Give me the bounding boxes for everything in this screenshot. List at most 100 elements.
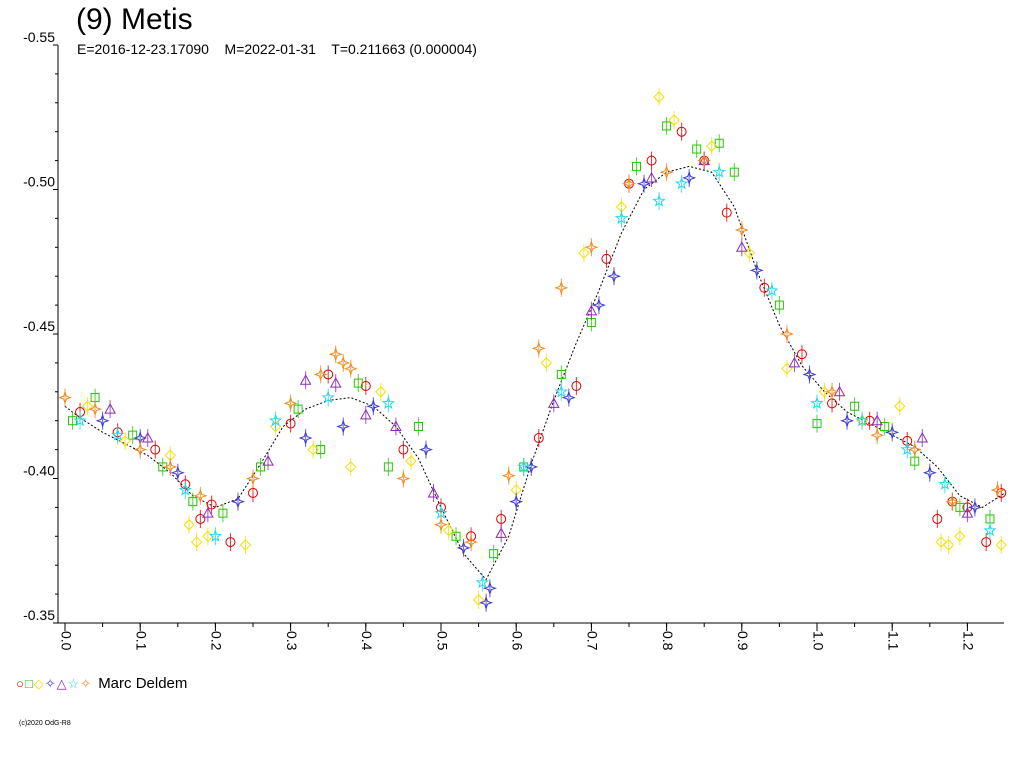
- data-point: [451, 531, 461, 541]
- data-point: [955, 502, 965, 512]
- data-point: [329, 377, 342, 388]
- data-point: [614, 211, 629, 224]
- data-point: [885, 425, 900, 440]
- data-point: [183, 519, 195, 531]
- data-point: [584, 240, 599, 255]
- data-point: [855, 413, 869, 427]
- data-point: [932, 513, 943, 524]
- data-point: [900, 442, 914, 456]
- data-point: [328, 347, 343, 362]
- data-point: [248, 487, 258, 498]
- legend-symbols: ○□◇✧△☆✧: [16, 675, 92, 692]
- data-point: [178, 483, 192, 496]
- data-point: [383, 462, 393, 472]
- data-point: [95, 413, 110, 428]
- data-point: [359, 408, 372, 420]
- data-point: [894, 400, 906, 412]
- data-point: [749, 263, 764, 278]
- y-tick-label: -0.45: [23, 318, 55, 334]
- data-point: [57, 390, 73, 405]
- data-point: [674, 176, 689, 190]
- data-point: [729, 167, 739, 177]
- data-point: [170, 465, 185, 480]
- data-point: [961, 507, 974, 518]
- data-point: [427, 486, 440, 498]
- data-point: [840, 413, 855, 428]
- chart-subtitle: E=2016-12-23.17090 M=2022-01-31 T=0.2116…: [77, 41, 477, 57]
- data-point: [880, 421, 890, 431]
- data-point: [464, 535, 479, 550]
- data-point: [413, 421, 423, 431]
- data-point: [313, 367, 328, 382]
- data-point: [336, 419, 351, 434]
- data-point: [533, 433, 544, 444]
- x-tick-label: 1.2: [961, 631, 977, 651]
- data-point: [990, 483, 1005, 498]
- data-point: [88, 402, 103, 417]
- data-point: [218, 508, 228, 518]
- data-point: [788, 356, 801, 368]
- data-point: [193, 488, 208, 503]
- data-point: [697, 153, 712, 168]
- data-point: [353, 378, 363, 388]
- data-point: [104, 403, 116, 414]
- data-point: [942, 539, 955, 551]
- data-point: [712, 165, 726, 178]
- x-tick-label: 0.8: [660, 631, 676, 651]
- data-point: [554, 384, 568, 398]
- data-point: [262, 455, 274, 466]
- data-point: [475, 575, 489, 589]
- data-point: [456, 540, 471, 555]
- data-point: [345, 461, 357, 473]
- data-point: [796, 349, 807, 360]
- data-point: [366, 399, 381, 414]
- data-point: [230, 494, 246, 509]
- data-point: [682, 170, 697, 185]
- legend-observer-label: Marc Deldem: [98, 674, 188, 692]
- data-point: [190, 536, 203, 548]
- x-tick-label: 0.0: [58, 631, 74, 651]
- data-point: [307, 443, 319, 456]
- x-tick-label: 0.3: [284, 631, 300, 651]
- data-point: [405, 455, 417, 467]
- data-point: [517, 459, 531, 473]
- y-tick-label: -0.55: [23, 29, 55, 45]
- data-point: [556, 369, 566, 379]
- data-point: [501, 468, 516, 483]
- data-point: [554, 280, 569, 295]
- data-point: [293, 404, 303, 414]
- data-point: [659, 165, 674, 180]
- data-point: [479, 595, 494, 610]
- x-tick-label: 1.0: [810, 631, 826, 651]
- data-point: [945, 494, 960, 509]
- data-point: [434, 506, 448, 519]
- x-tick-label: 0.7: [585, 631, 601, 651]
- data-point: [336, 355, 351, 370]
- data-point: [810, 396, 824, 409]
- data-point: [652, 194, 666, 207]
- data-point: [531, 341, 546, 356]
- x-tick-label: 0.6: [509, 631, 525, 651]
- data-point: [870, 428, 885, 443]
- data-point: [547, 397, 560, 408]
- data-point: [150, 444, 161, 455]
- data-point: [779, 326, 794, 342]
- data-point: [967, 500, 982, 515]
- data-point: [268, 413, 283, 427]
- data-point: [632, 161, 642, 171]
- x-tick-label: 0.1: [133, 631, 149, 651]
- y-tick-label: -0.35: [23, 607, 55, 623]
- data-point: [578, 247, 590, 259]
- x-tick-label: 1.1: [885, 631, 901, 651]
- data-point: [774, 300, 784, 310]
- data-point: [188, 497, 198, 507]
- data-point: [206, 499, 217, 510]
- data-point: [676, 126, 687, 137]
- data-point: [321, 390, 335, 404]
- legend-symbol: ✧: [44, 675, 56, 691]
- legend-symbol: ☆: [67, 675, 80, 691]
- data-point: [442, 524, 455, 537]
- data-point: [621, 176, 637, 191]
- data-point: [714, 138, 724, 148]
- data-point: [375, 386, 387, 398]
